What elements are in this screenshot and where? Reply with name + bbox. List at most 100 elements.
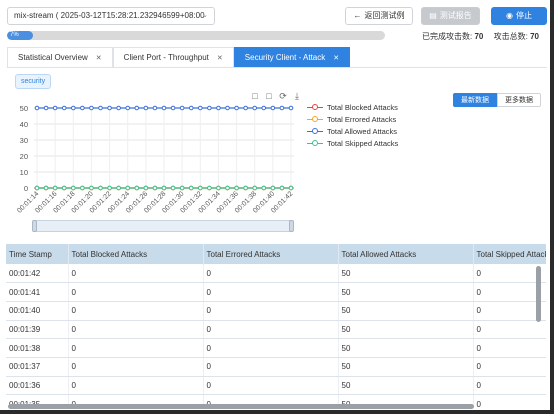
tab-statistical-overview[interactable]: Statistical Overview ✕ (7, 47, 113, 67)
latest-data-button[interactable]: 最新数据 (453, 93, 497, 107)
table-row: 00:01:40 0 0 50 0 (6, 301, 546, 321)
legend-label: Total Blocked Attacks (327, 102, 398, 112)
table-row: 00:01:37 0 0 50 0 (6, 357, 546, 377)
legend-item[interactable]: Total Errored Attacks (307, 113, 398, 125)
y-tick-label: 40 (20, 120, 28, 129)
data-point (143, 185, 149, 191)
zoom-slider[interactable] (32, 220, 294, 232)
progress-fill (7, 31, 34, 40)
table-cell: 50 (338, 376, 474, 396)
tab-bar: Statistical Overview ✕ Client Port - Thro… (7, 47, 351, 67)
data-point (152, 105, 158, 111)
column-header[interactable]: Total Allowed Attacks (338, 244, 474, 264)
table-cell: 0 (203, 376, 339, 396)
data-point (179, 105, 185, 111)
data-point (179, 185, 185, 191)
back-button-label: 返回测试例 (364, 11, 405, 20)
stop-button-label: 停止 (515, 11, 532, 20)
report-button-label: 测试报告 (439, 11, 472, 20)
vertical-scrollbar[interactable] (536, 266, 541, 322)
data-point (98, 185, 103, 191)
stop-icon: ◉ (506, 11, 513, 20)
data-point (261, 105, 267, 111)
data-point (234, 105, 239, 111)
data-point (61, 185, 67, 191)
refresh-icon[interactable]: ⟳ (279, 91, 287, 101)
data-point (125, 185, 131, 191)
table-row: 00:01:36 0 0 50 0 (6, 376, 546, 396)
column-header[interactable]: Time Stamp (6, 244, 69, 264)
data-point (70, 185, 76, 191)
tab-security-client-attack[interactable]: Security Client - Attack ✕ (233, 47, 351, 67)
tab-divider (7, 67, 547, 68)
data-point (216, 105, 221, 111)
filter-chip[interactable]: security (15, 74, 52, 89)
data-point (98, 105, 103, 111)
tab-label: Security Client - Attack (244, 53, 326, 62)
data-point (161, 185, 167, 191)
column-header[interactable]: Total Skipped Attacks (473, 244, 546, 264)
data-point (52, 105, 58, 111)
close-icon[interactable]: ✕ (216, 55, 223, 62)
progress-bar: 7% (7, 31, 385, 40)
chart-legend: Total Blocked Attacks Total Errored Attac… (307, 101, 398, 149)
table-cell: 0 (203, 282, 339, 302)
close-icon[interactable]: ✕ (333, 55, 340, 62)
data-point (125, 105, 131, 111)
data-point (252, 105, 258, 111)
data-point (243, 105, 248, 111)
data-point (34, 105, 40, 111)
zoom-handle-left[interactable] (32, 220, 37, 232)
y-tick-label: 10 (20, 168, 28, 177)
data-point (207, 105, 212, 111)
stop-button[interactable]: ◉ 停止 (491, 7, 547, 25)
table-cell: 50 (338, 264, 474, 284)
table-cell: 0 (68, 320, 204, 340)
zoom-handle-right[interactable] (289, 220, 294, 232)
y-tick-label: 0 (24, 184, 28, 193)
data-point (270, 105, 276, 111)
legend-item[interactable]: Total Skipped Attacks (307, 137, 398, 149)
table-cell: 0 (473, 376, 546, 396)
more-data-button[interactable]: 更多数据 (497, 93, 541, 107)
table-cell: 0 (473, 394, 546, 408)
zoom-reset-icon[interactable]: □ (266, 91, 272, 101)
table-cell: 0 (68, 357, 204, 377)
legend-marker (307, 115, 323, 123)
data-table: Time Stamp Total Blocked Attacks Total Err… (6, 244, 546, 408)
legend-item[interactable]: Total Allowed Attacks (307, 125, 398, 137)
table-cell: 0 (68, 264, 204, 284)
table-cell: 0 (473, 320, 546, 340)
legend-item[interactable]: Total Blocked Attacks (307, 101, 398, 113)
y-tick-label: 30 (20, 136, 28, 145)
table-cell: 0 (473, 264, 546, 284)
download-icon[interactable]: ⤓ (295, 91, 299, 101)
report-button[interactable]: ▤ 测试报告 (421, 7, 480, 25)
y-tick-label: 20 (20, 152, 28, 161)
data-point (216, 185, 221, 191)
data-point (80, 185, 85, 191)
data-point (134, 105, 140, 111)
stream-select[interactable]: mix-stream ( 2025-03-12T15:28:21.2329465… (7, 7, 215, 25)
column-header[interactable]: Total Blocked Attacks (68, 244, 204, 264)
data-point (279, 105, 285, 111)
table-row: 00:01:39 0 0 50 0 (6, 320, 546, 340)
data-point (225, 105, 230, 111)
total-label: 攻击总数: (493, 32, 528, 41)
zoom-icon[interactable]: □ (252, 91, 258, 101)
tab-client-port-throughput[interactable]: Client Port - Throughput ✕ (112, 47, 234, 67)
table-cell: 50 (338, 338, 474, 358)
close-icon[interactable]: ✕ (95, 55, 102, 62)
data-point (288, 105, 294, 111)
table-cell: 0 (473, 282, 546, 302)
data-point (143, 105, 149, 111)
horizontal-scrollbar[interactable] (8, 404, 474, 409)
data-point (197, 185, 203, 191)
column-header[interactable]: Total Errored Attacks (203, 244, 339, 264)
legend-marker (307, 103, 323, 111)
arrow-left-icon: ← (353, 11, 362, 20)
data-point (197, 105, 203, 111)
data-point (107, 105, 112, 111)
back-button[interactable]: ← 返回测试例 (345, 7, 413, 25)
